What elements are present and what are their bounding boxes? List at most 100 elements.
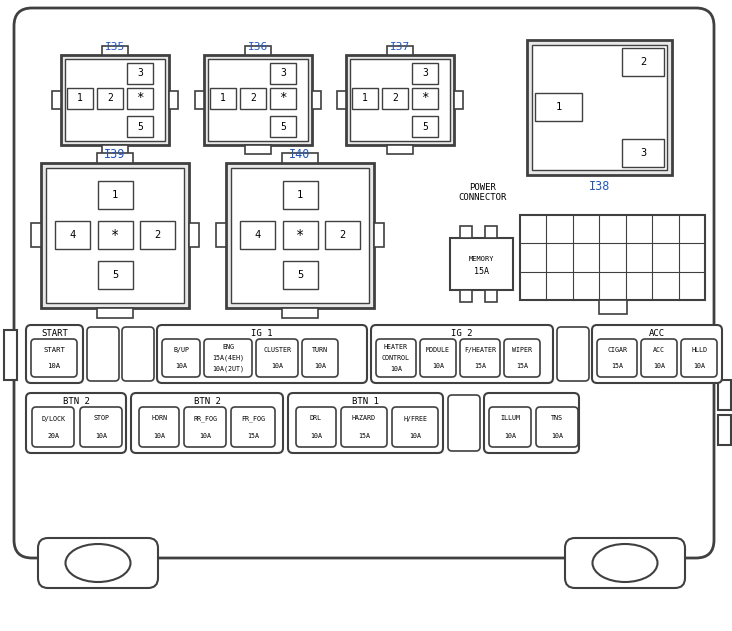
- Text: IG 2: IG 2: [451, 329, 473, 338]
- Bar: [127, 88, 153, 109]
- FancyBboxPatch shape: [139, 407, 179, 447]
- FancyBboxPatch shape: [557, 327, 589, 381]
- Text: BTN 2: BTN 2: [193, 398, 220, 406]
- Text: START: START: [43, 347, 65, 353]
- Text: 10A: 10A: [653, 363, 665, 369]
- Text: 5: 5: [422, 122, 428, 131]
- Bar: [61, 55, 169, 145]
- Bar: [283, 181, 318, 209]
- FancyBboxPatch shape: [448, 395, 480, 451]
- Text: 10A: 10A: [504, 432, 516, 439]
- Bar: [346, 55, 454, 145]
- FancyBboxPatch shape: [597, 339, 637, 377]
- Text: ACC: ACC: [649, 329, 665, 338]
- Bar: [352, 88, 378, 109]
- Bar: [4, 330, 17, 380]
- Text: I36: I36: [248, 42, 268, 52]
- Text: *: *: [421, 91, 429, 105]
- Text: 10A: 10A: [95, 432, 107, 439]
- Bar: [622, 48, 664, 76]
- Text: 10A: 10A: [693, 363, 705, 369]
- FancyBboxPatch shape: [376, 339, 416, 377]
- Text: I38: I38: [589, 180, 610, 194]
- Text: 10A: 10A: [432, 363, 444, 369]
- Bar: [282, 308, 318, 318]
- FancyBboxPatch shape: [504, 339, 540, 377]
- Text: 2: 2: [250, 93, 256, 103]
- Text: TURN: TURN: [312, 347, 328, 353]
- Bar: [240, 88, 266, 109]
- Text: ENG: ENG: [222, 345, 234, 350]
- FancyBboxPatch shape: [371, 325, 553, 383]
- Text: 15A: 15A: [474, 363, 486, 369]
- Text: 15A: 15A: [247, 432, 259, 439]
- Text: H/FREE: H/FREE: [403, 415, 427, 422]
- FancyBboxPatch shape: [536, 407, 578, 447]
- Text: 5: 5: [280, 122, 286, 131]
- Bar: [527, 40, 672, 175]
- Text: 5: 5: [137, 122, 143, 131]
- Text: 15A: 15A: [358, 432, 370, 439]
- FancyBboxPatch shape: [162, 339, 200, 377]
- Bar: [226, 163, 374, 308]
- FancyBboxPatch shape: [184, 407, 226, 447]
- FancyBboxPatch shape: [32, 407, 74, 447]
- Text: 5: 5: [112, 270, 118, 280]
- Text: 10A(2UT): 10A(2UT): [212, 365, 244, 372]
- Text: BTN 1: BTN 1: [352, 398, 379, 406]
- FancyBboxPatch shape: [420, 339, 456, 377]
- Text: 20A: 20A: [47, 432, 59, 439]
- Text: 2: 2: [392, 93, 398, 103]
- Text: I37: I37: [390, 42, 410, 52]
- Text: CONNECTOR: CONNECTOR: [459, 194, 507, 203]
- Bar: [460, 226, 472, 238]
- Bar: [140, 221, 175, 249]
- Bar: [208, 59, 308, 141]
- Bar: [283, 221, 318, 249]
- Bar: [485, 290, 497, 302]
- Bar: [270, 63, 296, 84]
- Bar: [337, 91, 346, 109]
- Bar: [240, 221, 275, 249]
- Text: 2: 2: [154, 230, 160, 240]
- Text: D/LOCK: D/LOCK: [41, 415, 65, 422]
- FancyBboxPatch shape: [341, 407, 387, 447]
- FancyBboxPatch shape: [157, 325, 367, 383]
- FancyBboxPatch shape: [592, 325, 722, 383]
- Text: WIPER: WIPER: [512, 347, 532, 353]
- Text: 10A: 10A: [551, 432, 563, 439]
- Bar: [387, 46, 413, 55]
- Bar: [97, 153, 133, 163]
- FancyBboxPatch shape: [26, 325, 83, 383]
- Bar: [245, 145, 271, 154]
- Bar: [195, 91, 204, 109]
- Bar: [231, 168, 369, 303]
- Bar: [382, 88, 408, 109]
- Text: 1: 1: [112, 190, 118, 200]
- Text: 10A: 10A: [310, 432, 322, 439]
- Bar: [532, 45, 667, 170]
- Bar: [718, 415, 731, 445]
- Text: 3: 3: [422, 69, 428, 78]
- FancyBboxPatch shape: [489, 407, 531, 447]
- FancyBboxPatch shape: [204, 339, 252, 377]
- Text: I40: I40: [289, 148, 310, 162]
- Text: 10A: 10A: [271, 363, 283, 369]
- FancyBboxPatch shape: [122, 327, 154, 381]
- Ellipse shape: [592, 544, 657, 582]
- Text: TNS: TNS: [551, 415, 563, 422]
- Text: IG 1: IG 1: [251, 329, 273, 338]
- Bar: [454, 91, 463, 109]
- Text: RR_FOG: RR_FOG: [193, 415, 217, 422]
- Text: 4: 4: [255, 230, 261, 240]
- Text: 15A: 15A: [516, 363, 528, 369]
- Text: 15A: 15A: [611, 363, 623, 369]
- Text: CLUSTER: CLUSTER: [263, 347, 291, 353]
- Bar: [312, 91, 321, 109]
- Bar: [102, 46, 128, 55]
- Text: 4: 4: [70, 230, 75, 240]
- Text: B/UP: B/UP: [173, 347, 189, 353]
- Bar: [325, 221, 360, 249]
- Bar: [622, 139, 664, 167]
- Bar: [41, 163, 189, 308]
